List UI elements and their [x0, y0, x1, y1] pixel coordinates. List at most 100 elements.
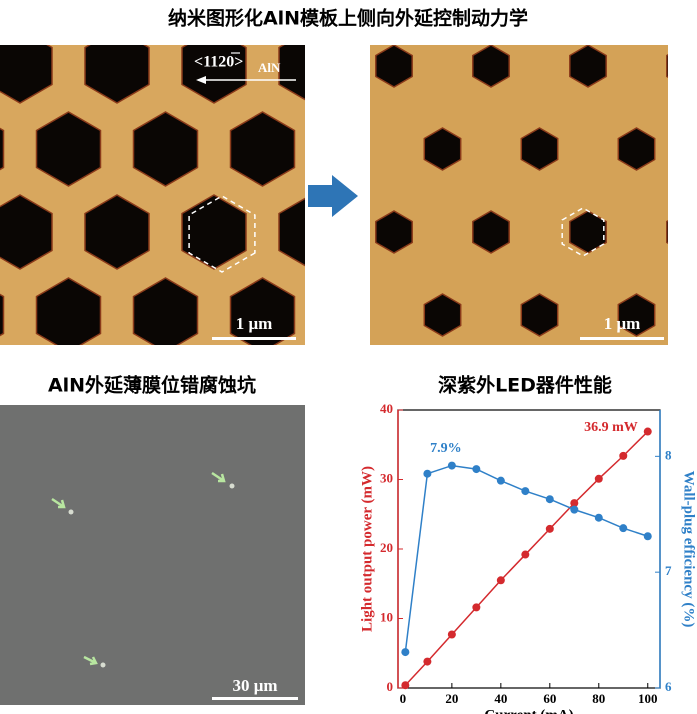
hole: [278, 45, 305, 101]
point: [545, 495, 554, 504]
hex-pattern: [327, 45, 697, 419]
point: [594, 513, 603, 522]
hole: [229, 277, 296, 345]
hole: [569, 45, 607, 88]
direction-label: <1120>: [194, 54, 243, 71]
scale-label: 1 μm: [604, 314, 641, 333]
point: [570, 499, 579, 508]
hole: [181, 45, 247, 104]
hole: [666, 219, 668, 245]
pit: [100, 662, 106, 668]
scale-label: 30 μm: [232, 676, 277, 695]
hole: [132, 111, 199, 187]
y2-tick-label: 8: [665, 447, 672, 462]
x-tick-label: 60: [543, 691, 556, 706]
pit: [229, 483, 235, 489]
hole: [0, 293, 5, 337]
point: [401, 681, 410, 690]
hole: [667, 377, 697, 419]
pointer: [51, 497, 66, 509]
point: [594, 474, 603, 483]
figure-title: 纳米图形化AlN模板上侧向外延控制动力学: [168, 7, 528, 30]
hole: [376, 361, 440, 435]
scale-bar: [212, 697, 298, 700]
hole: [84, 194, 150, 270]
point: [401, 648, 410, 657]
hole: [327, 294, 363, 336]
hole: [229, 111, 296, 187]
hole: [0, 45, 53, 104]
sem-image: [0, 405, 305, 705]
hole: [472, 45, 510, 88]
point: [521, 487, 530, 496]
x-tick-label: 40: [494, 691, 507, 706]
point: [447, 630, 456, 639]
y-tick-label: 10: [380, 609, 393, 624]
hole: [181, 194, 247, 270]
direction-sub: AlN: [258, 60, 281, 75]
hole: [617, 127, 656, 171]
y-tick-label: 40: [380, 401, 393, 416]
point: [423, 469, 432, 478]
point: [619, 524, 628, 533]
point: [570, 505, 579, 514]
point: [521, 550, 530, 559]
x-tick-label: 0: [400, 691, 407, 706]
etch-pits: [68, 483, 235, 668]
highlight: [188, 195, 256, 273]
y2-tick-label: 7: [665, 563, 672, 578]
pointer: [83, 655, 98, 666]
point: [496, 476, 505, 485]
hole: [375, 210, 413, 254]
chart-title: 深紫外LED器件性能: [438, 374, 612, 397]
point: [472, 603, 481, 612]
y-axis-label: Light output power (mW): [359, 466, 375, 632]
point: [619, 451, 628, 460]
y2-tick-label: 6: [665, 679, 672, 694]
arrow: [308, 175, 358, 217]
hole: [520, 293, 559, 337]
hole: [375, 45, 413, 88]
x-tick-label: 80: [592, 691, 605, 706]
hole: [84, 45, 150, 104]
point: [447, 461, 456, 470]
point: [423, 657, 432, 666]
hole: [0, 194, 53, 270]
scale-bar: [212, 337, 296, 340]
y-tick-label: 0: [387, 679, 394, 694]
hole: [520, 127, 559, 171]
hole: [278, 197, 305, 267]
hole: [617, 293, 656, 337]
y-tick-label: 20: [380, 540, 393, 555]
sem-title: AlN外延薄膜位错腐蚀坑: [48, 374, 256, 397]
pit: [68, 509, 74, 515]
point: [643, 427, 652, 436]
hole: [423, 127, 462, 171]
afm-right-image: [370, 45, 668, 345]
scale-bar: [580, 337, 664, 340]
hole: [0, 127, 5, 171]
point: [643, 532, 652, 541]
y-tick-label: 30: [380, 470, 393, 485]
pointer: [211, 471, 226, 483]
scale-label: 1 μm: [236, 314, 273, 333]
x-tick-label: 100: [638, 691, 658, 706]
annotation: 7.9%: [430, 441, 462, 456]
point: [472, 465, 481, 474]
point: [545, 524, 554, 533]
hole: [666, 53, 668, 79]
pointers: [51, 471, 226, 666]
hole: [423, 293, 462, 337]
x-tick-label: 20: [445, 691, 458, 706]
hole: [132, 277, 199, 345]
highlight: [561, 207, 605, 257]
hole: [472, 210, 510, 254]
x-axis-label: Current (mA): [484, 707, 573, 714]
hole: [35, 277, 102, 345]
hex-pattern: [0, 45, 440, 435]
y2-axis-label: Wall-plug efficiency (%): [681, 471, 697, 628]
annotation: 36.9 mW: [584, 420, 638, 435]
hole: [35, 111, 102, 187]
